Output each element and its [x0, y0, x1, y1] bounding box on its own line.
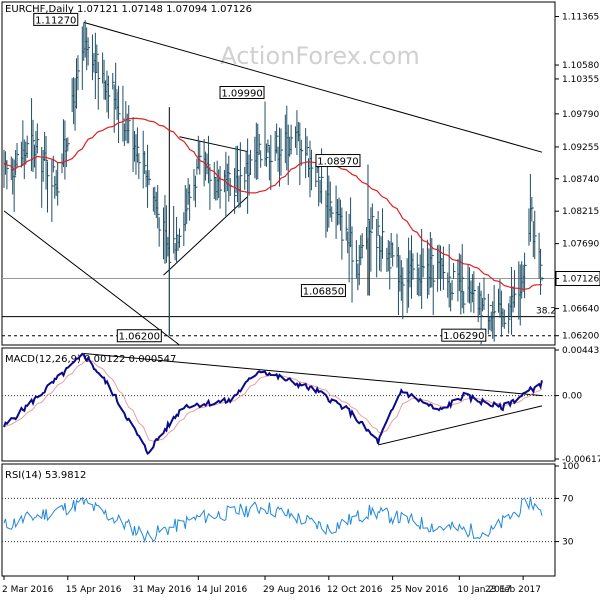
annotation-box — [441, 328, 487, 342]
macd-rising-trendline — [378, 405, 543, 446]
y-tick-label: 1.07126 — [562, 275, 599, 285]
triangle-lower-line — [163, 196, 248, 276]
rsi-line — [3, 496, 543, 544]
y-tick-label: 1.07690 — [562, 240, 599, 250]
rsi-levels — [2, 497, 555, 543]
y-tick-label: 1.08215 — [562, 207, 599, 217]
x-tick-label: 2 Mar 2016 — [2, 585, 54, 595]
annotation-label: 1.06200 — [119, 332, 160, 343]
macd-lines — [3, 352, 543, 455]
macd-falling-trendline — [83, 352, 543, 397]
macd-y-tick-label: 0.004435 — [562, 346, 600, 356]
price-header: EURCHF,Daily 1.07121 1.07148 1.07094 1.0… — [5, 4, 252, 15]
price-annotation: 1.11270 — [33, 12, 79, 26]
y-tick-label: 1.09255 — [562, 143, 599, 153]
fib-label: 38.2 — [536, 307, 556, 317]
annotation-box — [300, 284, 346, 298]
rsi-y-tick-label: 100 — [562, 462, 579, 472]
rsi-pane: RSI(14) 53.9812 100 70 30 — [1, 462, 579, 577]
rsi-pane-frame — [1, 463, 556, 577]
price-annotation: 1.06850 — [300, 284, 346, 298]
annotation-box — [315, 154, 361, 168]
y-tick-label: 1.10355 — [562, 75, 599, 85]
price-annotation: 1.08970 — [315, 154, 361, 168]
annotation-label: 1.09990 — [221, 89, 262, 100]
x-tick-label: 12 Oct 2016 — [327, 585, 383, 595]
y-tick-label: 1.08740 — [562, 175, 599, 185]
price-bars — [3, 20, 544, 345]
price-y-axis: 1.11365 1.10580 1.10355 1.09790 1.09255 1.087… — [555, 13, 600, 342]
annotation-label: 1.11270 — [35, 15, 76, 26]
x-tick-label: 25 Nov 2016 — [391, 585, 449, 595]
x-tick-label: 10 Jan 2017 — [457, 585, 511, 595]
price-annotations: 1.11270 1.09990 1.08970 1.06850 1.06290 1.062… — [33, 12, 487, 343]
macd-y-tick-label: -0.00617 — [562, 455, 600, 465]
y-tick-label: 1.09790 — [562, 110, 599, 120]
macd-main-path — [3, 352, 543, 455]
y-tick-label: 1.06200 — [562, 332, 599, 342]
annotation-box — [219, 86, 265, 100]
annotation-box — [33, 12, 79, 26]
rsi-y-tick-label: 30 — [562, 538, 574, 548]
annotation-label: 1.06290 — [443, 331, 484, 342]
macd-y-tick-label: 0.00 — [562, 392, 582, 402]
sma-line — [3, 117, 543, 290]
sma-path — [3, 117, 543, 290]
macd-pane: MACD(12,26,9) 0.00122 0.000547 0.0044350… — [1, 346, 600, 465]
price-annotation: 1.09990 — [219, 86, 265, 100]
y-tick-label: 1.06640 — [562, 305, 599, 315]
macd-header: MACD(12,26,9) 0.00122 0.000547 — [5, 354, 176, 365]
x-axis: 2 Mar 2016 15 Apr 2016 31 May 2016 14 Jul 2… — [2, 576, 541, 595]
rsi-y-axis: 100 70 30 — [555, 462, 579, 548]
y-tick-label: 1.10580 — [562, 61, 599, 71]
price-pane: ActionForex.com EURCHF,Daily 1.07121 1.0… — [1, 1, 600, 346]
rsi-header: RSI(14) 53.9812 — [5, 470, 86, 481]
watermark: ActionForex.com — [220, 42, 420, 70]
y-tick-label: 1.11365 — [562, 13, 599, 23]
x-tick-label: 23 Feb 2017 — [485, 585, 541, 595]
rsi-path — [3, 496, 543, 544]
rsi-y-tick-label: 70 — [562, 494, 574, 504]
annotation-label: 1.06850 — [303, 287, 344, 298]
x-tick-label: 29 Aug 2016 — [263, 585, 321, 595]
price-annotation: 1.06290 — [441, 328, 487, 342]
macd-y-axis: 0.004435 0.00 -0.00617 — [555, 346, 600, 465]
price-annotation: 1.06200 — [116, 329, 162, 343]
annotation-box — [116, 329, 162, 343]
x-tick-label: 14 Jul 2016 — [196, 585, 247, 595]
long-term-falling-trendline — [83, 21, 543, 153]
x-tick-label: 15 Apr 2016 — [66, 585, 122, 595]
x-tick-label: 31 May 2016 — [133, 585, 192, 595]
lower-channel-line — [3, 210, 180, 346]
annotation-label: 1.08970 — [317, 157, 358, 168]
macd-trendlines — [83, 352, 543, 446]
